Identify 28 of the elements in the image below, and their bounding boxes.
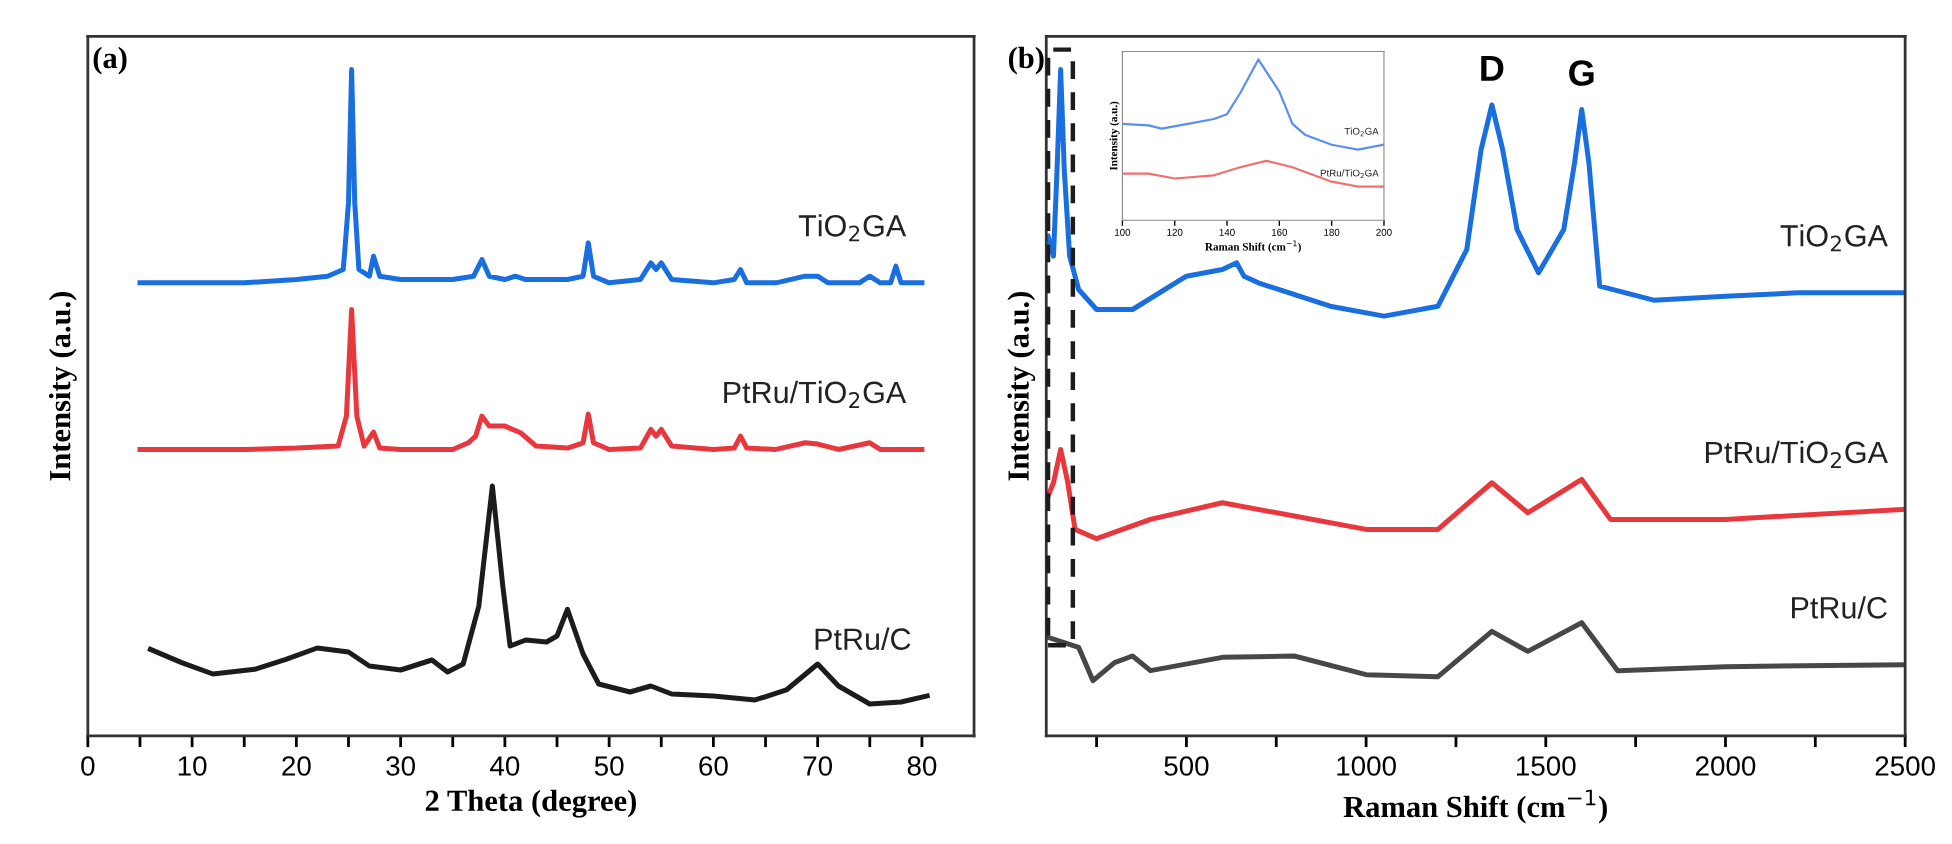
series-label: PtRu/TiO$_{2}$GA bbox=[1705, 440, 1888, 468]
x-tick-label: 80 bbox=[907, 756, 937, 776]
x-tick-label: 0 bbox=[81, 756, 95, 776]
text: (b) bbox=[1008, 46, 1044, 75]
x-tick-label: 40 bbox=[490, 756, 520, 776]
series-label: PtRu/TiO$_{2}$GA bbox=[724, 380, 907, 408]
x-tick-label: 1500 bbox=[1517, 756, 1576, 776]
series-label: PtRu/C bbox=[1792, 596, 1887, 619]
annotation: D bbox=[1481, 55, 1504, 81]
x-tick-label: 70 bbox=[803, 756, 833, 776]
x-tick-label: 50 bbox=[594, 756, 624, 776]
y-axis-title: Intensity (a.u.) bbox=[1007, 291, 1036, 481]
annotation: (a) bbox=[93, 46, 127, 75]
x-tick-label: 30 bbox=[386, 756, 415, 776]
x-axis-title: Raman Shift (cm$^{−1}$) bbox=[1343, 789, 1607, 824]
x-tick-label: 20 bbox=[282, 756, 311, 776]
series-label: PtRu/C bbox=[815, 627, 911, 650]
y-axis-title: Intensity (a.u.) bbox=[48, 291, 77, 481]
series-label: TiO$_{2}$GA bbox=[798, 214, 907, 242]
series-label: TiO$_{2}$GA bbox=[1780, 224, 1888, 252]
annotation: G bbox=[1569, 60, 1594, 86]
x-axis-title: 2 Theta (degree) bbox=[425, 789, 636, 818]
x-tick-label: 2500 bbox=[1875, 756, 1935, 776]
x-tick-label: 2000 bbox=[1695, 756, 1756, 776]
x-tick-label: 60 bbox=[699, 756, 728, 776]
x-tick-label: 10 bbox=[178, 756, 207, 776]
x-tick-label: 500 bbox=[1164, 756, 1209, 776]
x-tick-label: 1000 bbox=[1337, 756, 1396, 776]
